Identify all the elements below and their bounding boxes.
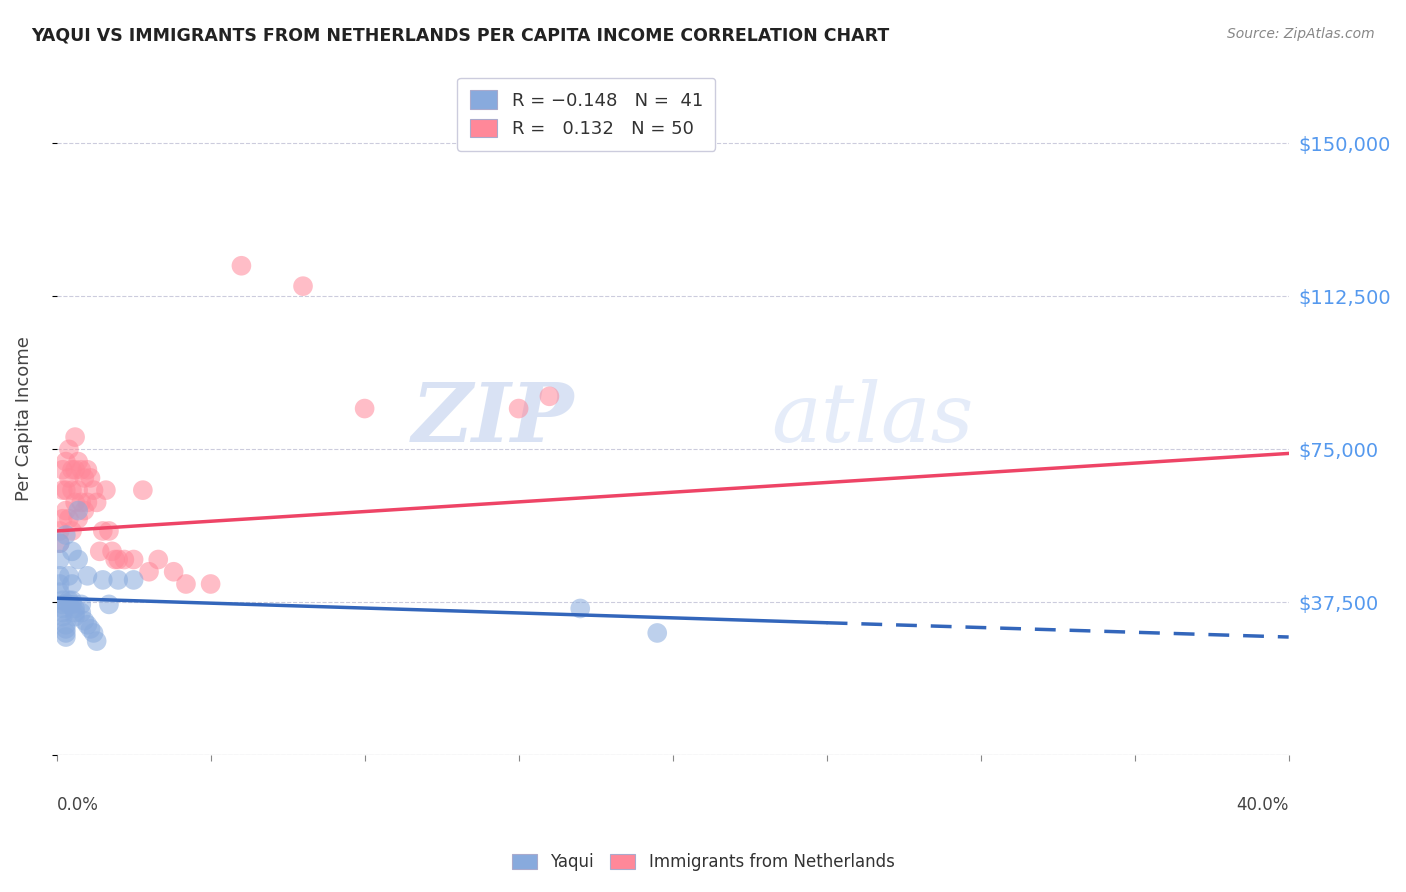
Point (52, 606, 75, 620)
Point (55, 483, 77, 497)
Text: atlas: atlas (772, 379, 973, 458)
Point (200, 577, 222, 591)
Legend: R = −0.148   N =  41, R =   0.132   N = 50: R = −0.148 N = 41, R = 0.132 N = 50 (457, 78, 716, 151)
Point (48, 585, 70, 599)
Point (58, 512, 80, 526)
Point (104, 552, 127, 566)
Point (52, 512, 75, 526)
Point (48, 577, 70, 591)
Text: Source: ZipAtlas.com: Source: ZipAtlas.com (1227, 27, 1375, 41)
Point (70, 598, 93, 612)
Point (79, 471, 101, 485)
Point (67, 512, 90, 526)
Text: 0.0%: 0.0% (56, 796, 98, 814)
Point (55, 503, 77, 517)
Point (67, 483, 90, 497)
Point (63, 463, 86, 477)
Point (58, 442, 80, 457)
Point (60, 463, 83, 477)
Point (174, 577, 197, 591)
Point (91, 573, 114, 587)
Point (86, 634, 108, 648)
Point (94, 483, 117, 497)
Legend: Yaqui, Immigrants from Netherlands: Yaqui, Immigrants from Netherlands (503, 845, 903, 880)
Point (101, 544, 124, 558)
Point (70, 606, 93, 620)
Point (231, 259, 253, 273)
Point (79, 622, 101, 636)
Point (55, 630, 77, 644)
Point (89, 544, 111, 558)
Point (70, 495, 93, 509)
Point (86, 495, 108, 509)
Point (48, 569, 70, 583)
Point (63, 495, 86, 509)
Point (138, 565, 160, 579)
Point (52, 598, 75, 612)
Point (73, 471, 96, 485)
Point (292, 279, 315, 293)
Point (70, 463, 93, 477)
Point (52, 593, 75, 607)
Point (73, 503, 96, 517)
Point (98, 524, 121, 538)
Point (58, 593, 80, 607)
Point (60, 483, 83, 497)
Point (55, 626, 77, 640)
Point (55, 454, 77, 468)
Point (60, 577, 83, 591)
Point (98, 598, 121, 612)
Point (67, 454, 90, 468)
Point (52, 483, 75, 497)
Point (122, 552, 145, 566)
Point (645, 626, 668, 640)
Text: YAQUI VS IMMIGRANTS FROM NETHERLANDS PER CAPITA INCOME CORRELATION CHART: YAQUI VS IMMIGRANTS FROM NETHERLANDS PER… (31, 27, 889, 45)
Point (83, 626, 105, 640)
Point (67, 503, 90, 517)
Point (63, 601, 86, 615)
Point (58, 598, 80, 612)
Point (107, 573, 129, 587)
Point (52, 463, 75, 477)
Point (538, 389, 561, 403)
Point (52, 601, 75, 615)
Point (48, 524, 70, 538)
Point (148, 552, 170, 566)
Point (76, 495, 98, 509)
Point (60, 593, 83, 607)
Point (83, 483, 105, 497)
Point (60, 524, 83, 538)
Point (63, 609, 86, 624)
Text: 40.0%: 40.0% (1236, 796, 1289, 814)
Y-axis label: Per Capita Income: Per Capita Income (15, 336, 32, 501)
Point (91, 524, 114, 538)
Point (163, 565, 186, 579)
Point (353, 401, 375, 416)
Point (76, 569, 98, 583)
Point (58, 471, 80, 485)
Point (48, 536, 70, 550)
Point (60, 544, 83, 558)
Point (55, 528, 77, 542)
Point (508, 401, 530, 416)
Point (569, 601, 592, 615)
Point (67, 552, 90, 566)
Point (63, 430, 86, 444)
Point (55, 622, 77, 636)
Point (55, 617, 77, 632)
Point (76, 463, 98, 477)
Point (63, 606, 86, 620)
Text: ZIP: ZIP (412, 379, 574, 458)
Point (73, 614, 96, 628)
Point (132, 483, 155, 497)
Point (60, 598, 83, 612)
Point (48, 552, 70, 566)
Point (107, 552, 129, 566)
Point (112, 552, 135, 566)
Point (58, 569, 80, 583)
Point (122, 573, 145, 587)
Point (48, 536, 70, 550)
Point (76, 617, 98, 632)
Point (52, 609, 75, 624)
